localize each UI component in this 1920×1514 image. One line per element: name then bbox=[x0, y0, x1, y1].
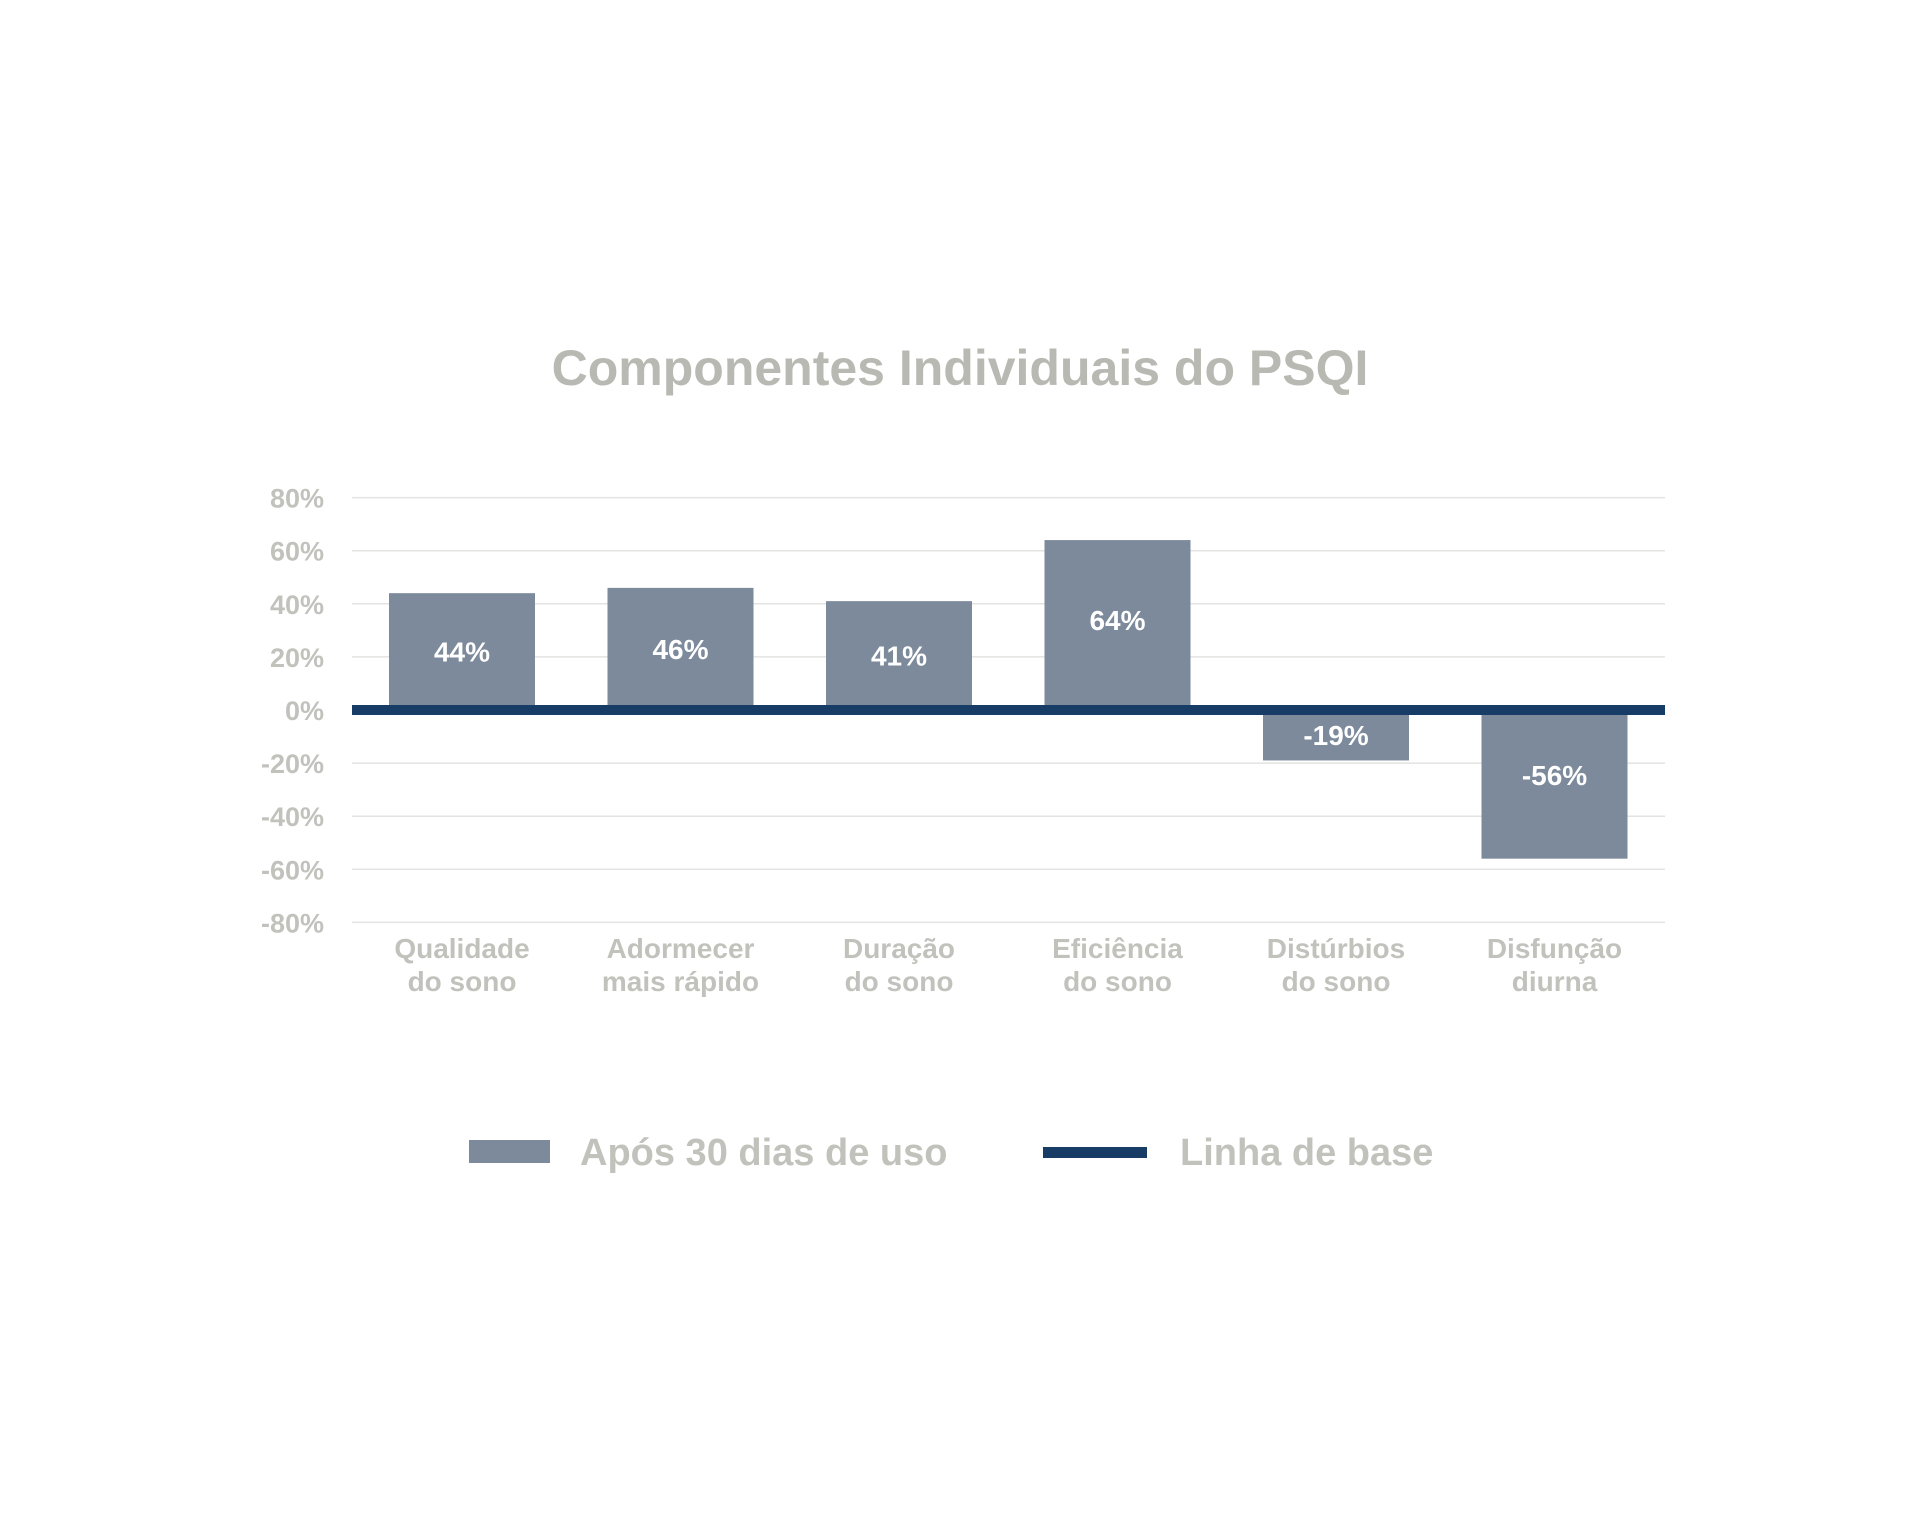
x-category-label: do sono bbox=[845, 966, 954, 997]
x-category-label: Eficiência bbox=[1052, 933, 1183, 964]
x-category-label: Distúrbios bbox=[1267, 933, 1405, 964]
x-category-label: do sono bbox=[408, 966, 517, 997]
legend-swatch-baseline bbox=[1043, 1147, 1147, 1158]
baseline-line bbox=[352, 705, 1665, 715]
data-labels: 44% 46% 41% 64% -19% -56% bbox=[434, 605, 1587, 791]
y-tick-label: 0% bbox=[285, 696, 324, 726]
baseline bbox=[352, 705, 1665, 715]
data-label: -19% bbox=[1303, 720, 1368, 751]
data-label: 46% bbox=[652, 634, 708, 665]
bar bbox=[1044, 540, 1191, 710]
x-category-label: do sono bbox=[1063, 966, 1172, 997]
bars bbox=[389, 540, 1628, 859]
bar bbox=[1481, 710, 1628, 859]
bar bbox=[1263, 710, 1409, 761]
bar bbox=[607, 587, 754, 710]
y-axis-ticks: 80% 60% 40% 20% 0% -20% -40% -60% -80% bbox=[261, 484, 324, 939]
x-category-label: Disfunção bbox=[1487, 933, 1622, 964]
y-tick-label: -60% bbox=[261, 855, 324, 885]
x-category-label: Qualidade bbox=[394, 933, 529, 964]
legend: Após 30 dias de uso Linha de base bbox=[469, 1132, 1433, 1174]
legend-label-series: Após 30 dias de uso bbox=[580, 1132, 947, 1174]
grid-lines bbox=[352, 496, 1665, 924]
y-tick-label: -80% bbox=[261, 908, 324, 938]
x-category-label: do sono bbox=[1282, 966, 1391, 997]
legend-swatch-series bbox=[469, 1140, 550, 1163]
data-label: -56% bbox=[1522, 760, 1587, 791]
y-tick-label: 80% bbox=[270, 484, 324, 514]
bar bbox=[389, 593, 535, 710]
x-category-label: Duração bbox=[843, 933, 955, 964]
data-label: 41% bbox=[871, 641, 927, 672]
x-category-label: Adormecer bbox=[607, 933, 755, 964]
data-label: 64% bbox=[1089, 605, 1145, 636]
chart-title: Componentes Individuais do PSQI bbox=[552, 340, 1369, 396]
data-label: 44% bbox=[434, 637, 490, 668]
x-category-label: diurna bbox=[1512, 966, 1598, 997]
y-tick-label: 40% bbox=[270, 590, 324, 620]
legend-label-baseline: Linha de base bbox=[1180, 1132, 1433, 1174]
y-tick-label: -20% bbox=[261, 749, 324, 779]
y-tick-label: 60% bbox=[270, 537, 324, 567]
x-category-label: mais rápido bbox=[602, 966, 759, 997]
y-tick-label: -40% bbox=[261, 802, 324, 832]
y-tick-label: 20% bbox=[270, 643, 324, 673]
bar bbox=[826, 601, 972, 710]
